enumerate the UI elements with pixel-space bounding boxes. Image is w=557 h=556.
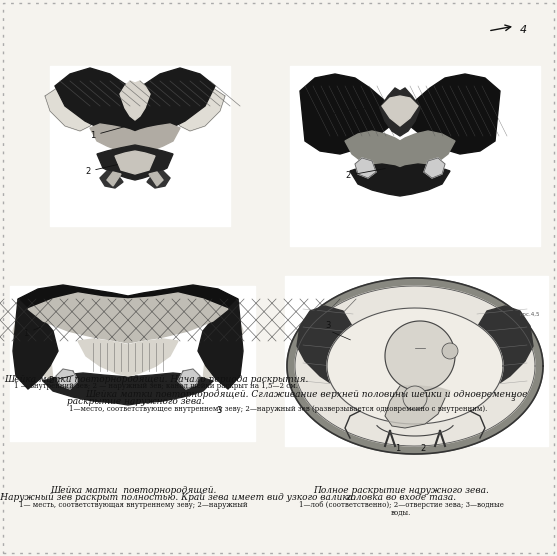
Polygon shape xyxy=(13,299,58,389)
Text: воды.: воды. xyxy=(391,509,411,517)
Polygon shape xyxy=(149,172,163,186)
Polygon shape xyxy=(173,81,225,131)
Text: 1—место, соответствующее внутреннему зеву; 2—наружный зев (разверзывается одновр: 1—место, соответствующее внутреннему зев… xyxy=(69,405,488,413)
Polygon shape xyxy=(18,285,238,333)
Text: 1 — внутренний зев; 2 — наружный зев; канал шейки раскрыт на 1,5—2 см.: 1 — внутренний зев; 2 — наружный зев; ка… xyxy=(14,383,298,390)
Polygon shape xyxy=(107,172,121,186)
Polygon shape xyxy=(43,373,213,405)
Polygon shape xyxy=(56,369,78,389)
Text: 3: 3 xyxy=(510,396,515,402)
Polygon shape xyxy=(198,299,243,389)
Polygon shape xyxy=(345,131,455,176)
Polygon shape xyxy=(120,81,150,120)
Text: 3: 3 xyxy=(216,406,221,415)
Text: Шейка матки  повторнородящей.: Шейка матки повторнородящей. xyxy=(51,486,217,495)
Polygon shape xyxy=(385,386,450,428)
Text: 4: 4 xyxy=(520,25,527,35)
Text: 2: 2 xyxy=(345,168,385,180)
Polygon shape xyxy=(327,308,503,424)
Circle shape xyxy=(403,386,427,410)
Text: Шейка матки повторнородящей. Сглаживание верхней половины шейки и одновременное: Шейка матки повторнородящей. Сглаживание… xyxy=(85,390,527,399)
Text: 1— месть, соответствующая внутреннему зеву; 2—наружный: 1— месть, соответствующая внутреннему зе… xyxy=(19,502,248,509)
Polygon shape xyxy=(475,306,533,396)
Polygon shape xyxy=(45,81,97,131)
Text: Полное раскрытие наружного зева.: Полное раскрытие наружного зева. xyxy=(313,486,489,495)
Text: 1: 1 xyxy=(395,444,400,453)
Polygon shape xyxy=(305,91,350,141)
Polygon shape xyxy=(178,369,200,389)
Polygon shape xyxy=(405,74,500,154)
Text: 2: 2 xyxy=(85,165,118,176)
Text: нос.4,5: нос.4,5 xyxy=(520,312,540,317)
Polygon shape xyxy=(295,286,535,446)
Polygon shape xyxy=(115,151,155,174)
Polygon shape xyxy=(28,293,228,343)
Polygon shape xyxy=(382,96,418,126)
Polygon shape xyxy=(297,306,355,396)
Text: 1—лоб (соответственно); 2—отверстие зева; 3—водные: 1—лоб (соответственно); 2—отверстие зева… xyxy=(299,502,504,509)
Text: 1: 1 xyxy=(332,107,369,116)
Polygon shape xyxy=(385,321,455,391)
Polygon shape xyxy=(287,278,543,454)
Text: Шейка сглажена. Наружный зев раскрыт полностью. Край зева имеет вид узкого валик: Шейка сглажена. Наружный зев раскрыт пол… xyxy=(0,493,356,502)
Polygon shape xyxy=(380,88,420,136)
Polygon shape xyxy=(78,339,178,376)
Text: 2: 2 xyxy=(420,444,425,453)
Polygon shape xyxy=(55,68,215,138)
Polygon shape xyxy=(350,164,450,196)
Text: Шейка матки повторнородящей. Начало периода раскрытия.: Шейка матки повторнородящей. Начало пери… xyxy=(4,375,308,384)
Polygon shape xyxy=(203,303,243,381)
Polygon shape xyxy=(300,74,395,154)
Text: 1: 1 xyxy=(23,327,41,338)
Polygon shape xyxy=(100,171,123,188)
Polygon shape xyxy=(90,124,180,154)
Text: раскрытие наружного зева.: раскрытие наружного зева. xyxy=(67,397,204,406)
Text: 3: 3 xyxy=(325,321,330,330)
Polygon shape xyxy=(147,171,170,188)
Text: 2: 2 xyxy=(48,376,74,385)
Polygon shape xyxy=(97,145,173,180)
Polygon shape xyxy=(355,158,376,178)
Text: 1: 1 xyxy=(90,127,124,140)
Circle shape xyxy=(442,343,458,359)
Polygon shape xyxy=(450,91,495,141)
Polygon shape xyxy=(13,303,53,381)
Polygon shape xyxy=(424,158,445,178)
Text: головка во входе таза.: головка во входе таза. xyxy=(346,493,456,502)
